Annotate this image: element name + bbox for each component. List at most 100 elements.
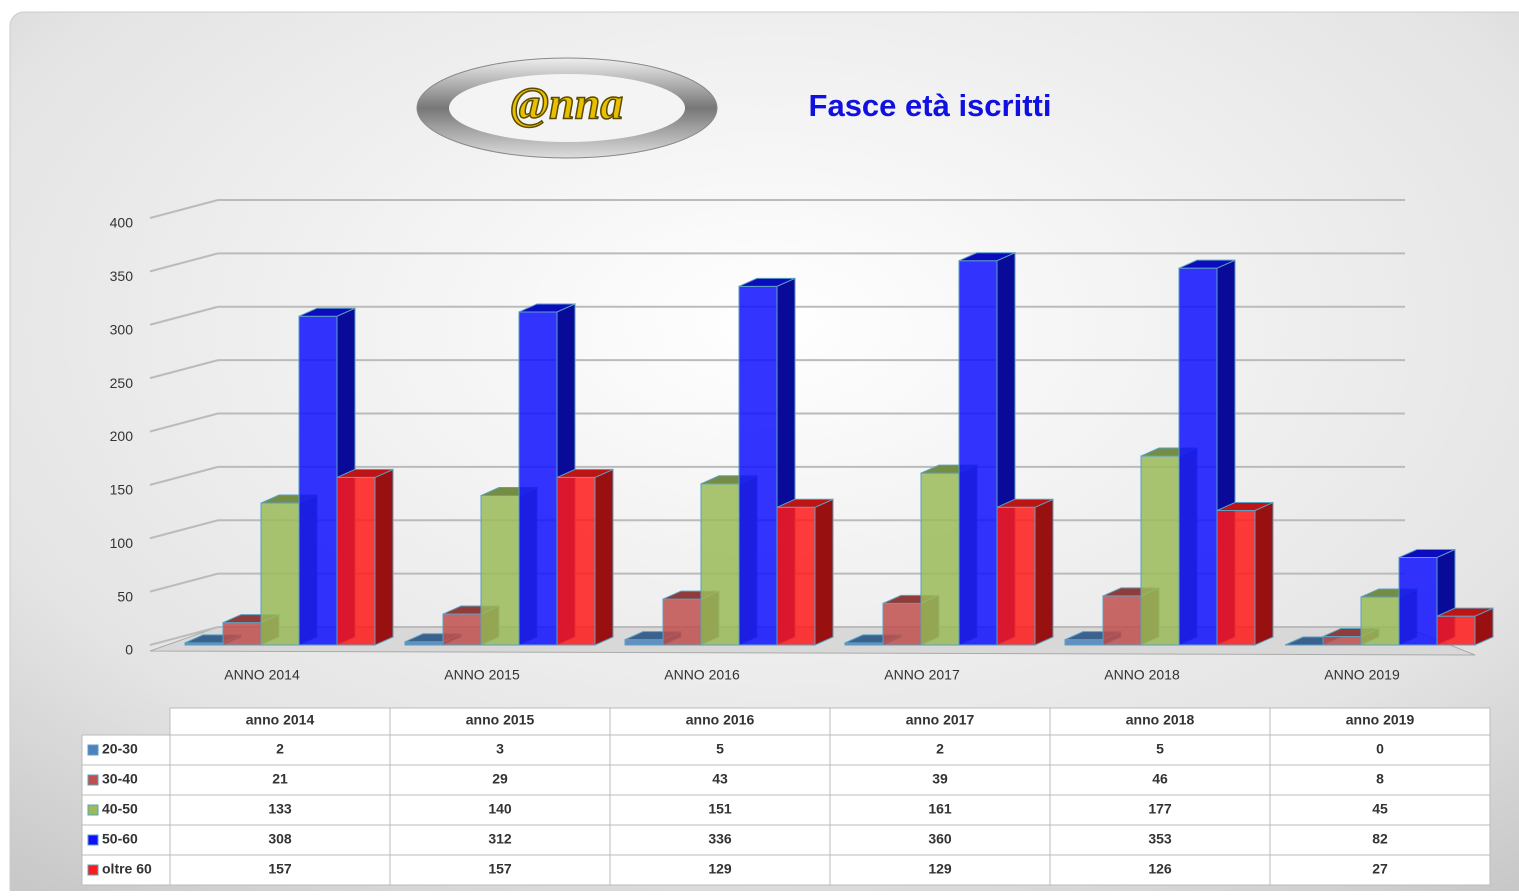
cell-value: 140: [488, 801, 512, 817]
table-cell: [829, 794, 1051, 826]
grid-connector: [149, 626, 219, 646]
bar-top: [1178, 259, 1236, 269]
x-tick-label: ANNO 2019: [1324, 667, 1400, 683]
cell-value: 21: [272, 771, 288, 787]
grid-connector: [149, 252, 219, 273]
grid-connector: [149, 519, 219, 540]
y-tick-label: 0: [125, 642, 133, 658]
legend-swatch: [87, 864, 99, 876]
table-cell: [609, 794, 831, 826]
y-tick-label: 400: [110, 215, 134, 231]
table-cell: [829, 854, 1051, 886]
plot: 0 50 100 150 200 250 300 350 400 ANNO 2014 ANNO 20…: [110, 199, 1494, 683]
bar-front: [480, 495, 520, 646]
bar-front: [882, 602, 922, 646]
bar-top: [518, 303, 576, 313]
legend-swatch: [87, 804, 99, 816]
cell-value: 312: [488, 831, 512, 847]
cell-value: 177: [1148, 801, 1172, 817]
cell-value: 126: [1148, 861, 1172, 877]
cell-value: 5: [1156, 741, 1164, 757]
header-text: anno 2014: [246, 712, 315, 728]
bar-side: [814, 498, 834, 646]
bar-front: [1178, 267, 1218, 646]
bar: [1436, 607, 1494, 646]
table-cell: [389, 794, 611, 826]
cell-value: 29: [492, 771, 508, 787]
table-cell: [1049, 764, 1271, 796]
cell-value: 43: [712, 771, 728, 787]
x-tick-label: ANNO 2014: [224, 667, 300, 683]
table-cell: [169, 854, 391, 886]
bar: [336, 468, 394, 646]
table-cell: [609, 854, 831, 886]
bar-front: [776, 506, 816, 646]
bar-side: [594, 468, 614, 646]
bar-front: [442, 613, 482, 646]
table-cell: [389, 734, 611, 766]
table-cell: [1269, 794, 1491, 826]
x-tick-label: ANNO 2015: [444, 667, 520, 683]
bar: [996, 498, 1054, 646]
cell-value: 360: [928, 831, 952, 847]
x-tick-label: ANNO 2016: [664, 667, 740, 683]
bar-front: [518, 311, 558, 646]
y-tick-label: 300: [110, 321, 134, 337]
bar-top: [776, 498, 834, 508]
cell-value: 308: [268, 831, 292, 847]
bar-top: [958, 252, 1016, 262]
bar-front: [996, 506, 1036, 646]
bar-top: [738, 277, 796, 287]
legend-text: oltre 60: [102, 861, 152, 877]
cell-value: 8: [1376, 771, 1384, 787]
logo-inner: [449, 74, 685, 142]
legend-text: 20-30: [102, 741, 138, 757]
header-cell: [1269, 707, 1491, 736]
cell-value: 2: [276, 741, 284, 757]
cell-value: 45: [1372, 801, 1388, 817]
bar-front: [738, 285, 778, 646]
table-cell: [1269, 854, 1491, 886]
y-tick-label: 100: [110, 535, 134, 551]
bar-front: [958, 260, 998, 646]
bar-top: [1398, 548, 1456, 558]
legend-text: 40-50: [102, 801, 138, 817]
cell-value: 336: [708, 831, 732, 847]
header-cell: [389, 707, 611, 736]
cell-value: 3: [496, 741, 504, 757]
y-tick-label: 50: [117, 588, 133, 604]
chart-title: Fasce età iscritti: [809, 88, 1052, 123]
header-cell: [1049, 707, 1271, 736]
bar-front: [260, 502, 300, 646]
legend-text: 50-60: [102, 831, 138, 847]
grid-connector: [149, 412, 219, 433]
bar-front: [1360, 596, 1400, 646]
x-tick-label: ANNO 2017: [884, 667, 960, 683]
grid-connector: [149, 465, 219, 486]
logo-text: @nna: [511, 78, 623, 129]
bar: [1398, 548, 1456, 646]
legend-swatch: [87, 774, 99, 786]
table-cell: [169, 794, 391, 826]
y-tick-label: 350: [110, 268, 134, 284]
table-cell: [829, 764, 1051, 796]
cell-value: 27: [1372, 861, 1388, 877]
cell-value: 129: [708, 861, 732, 877]
grid-connector: [149, 572, 219, 593]
cell-value: 46: [1152, 771, 1168, 787]
bar-top: [298, 307, 356, 317]
bar: [738, 277, 796, 646]
bar-front: [1398, 556, 1438, 646]
bar-front: [700, 483, 740, 646]
bar-front: [624, 639, 664, 646]
table-cell: [1269, 734, 1491, 766]
bar: [776, 498, 834, 646]
cell-value: 133: [268, 801, 292, 817]
bar-front: [1322, 635, 1362, 646]
bar-front: [920, 472, 960, 646]
grid-connector: [149, 305, 219, 326]
y-tick-label: 250: [110, 375, 134, 391]
bar-side: [374, 468, 394, 646]
y-tick-label: 200: [110, 428, 134, 444]
